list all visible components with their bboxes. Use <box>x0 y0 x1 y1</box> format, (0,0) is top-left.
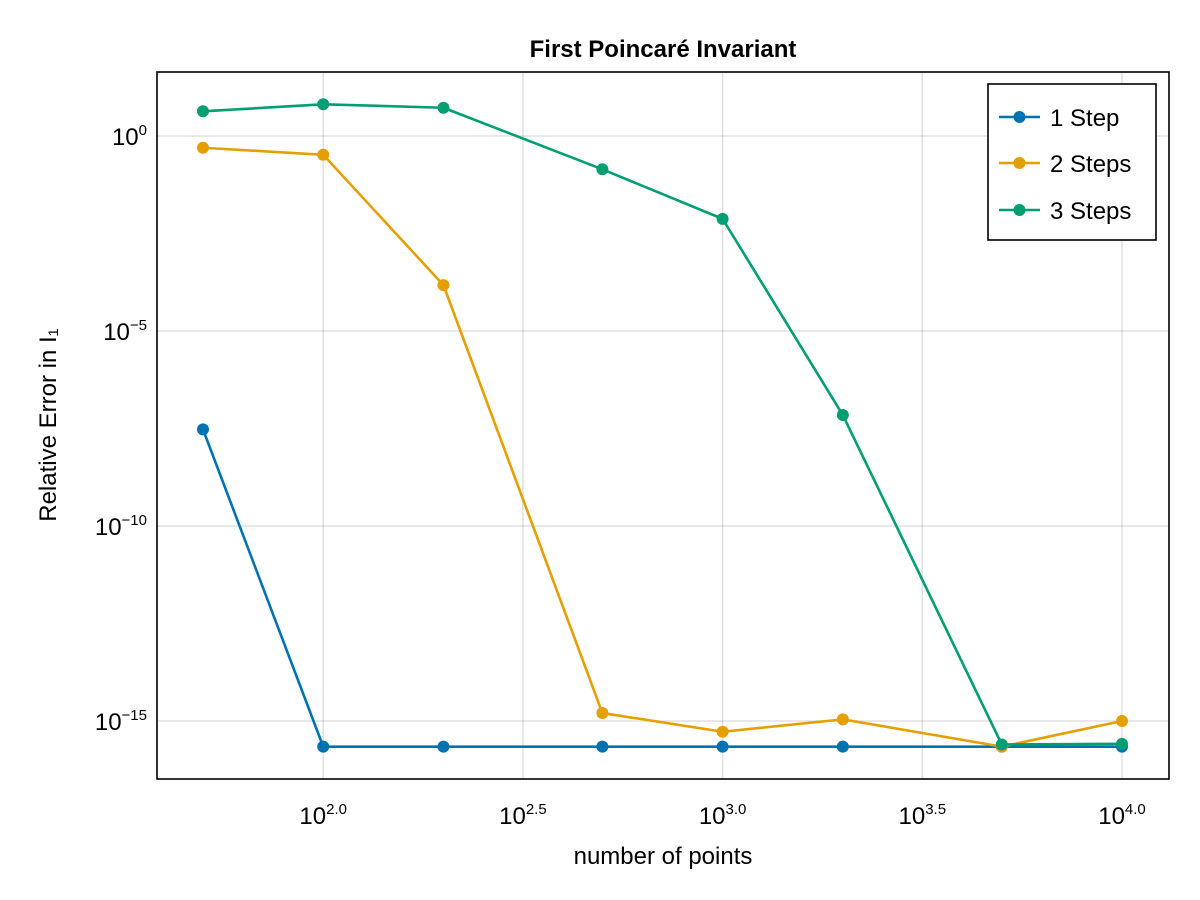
y-axis-label: Relative Error in I₁ <box>35 328 62 522</box>
data-point <box>596 163 609 176</box>
data-point <box>196 105 209 118</box>
plot-frame <box>156 71 1170 780</box>
data-point <box>317 740 330 753</box>
x-axis-ticks: 102.0 102.5 103.0 103.5 104.0 <box>299 801 1145 830</box>
legend-swatch-marker <box>1013 157 1026 169</box>
data-point <box>716 212 729 225</box>
data-point <box>1116 737 1128 750</box>
y-tick-label: 10−5 <box>103 317 147 346</box>
data-point <box>437 740 450 753</box>
x-tick-label: 102.5 <box>499 801 547 830</box>
data-point <box>317 98 330 111</box>
data-point <box>716 725 729 738</box>
data-point <box>596 707 609 720</box>
x-tick-label: 103.0 <box>699 801 747 830</box>
legend-label: 3 Steps <box>1050 198 1131 225</box>
y-axis-ticks: 100 10−5 10−10 10−15 <box>95 122 147 736</box>
x-tick-label: 104.0 <box>1098 801 1146 830</box>
x-tick-label: 103.5 <box>899 801 947 830</box>
data-point <box>836 713 849 726</box>
data-point <box>196 423 209 436</box>
series-1 <box>196 423 1128 753</box>
data-point <box>836 740 849 753</box>
legend-item: 3 Steps <box>999 198 1131 225</box>
legend-item: 1 Step <box>999 105 1119 132</box>
data-point <box>317 148 330 161</box>
series-line <box>202 102 1123 746</box>
x-axis-label: number of points <box>574 843 753 870</box>
y-tick-label: 100 <box>112 122 147 151</box>
legend-swatch-marker <box>1013 204 1026 216</box>
data-point <box>437 279 450 292</box>
legend-item: 2 Steps <box>999 151 1131 178</box>
series-2 <box>196 141 1128 753</box>
plot-series <box>196 98 1128 753</box>
series-3 <box>196 98 1128 751</box>
series-line <box>201 428 1122 748</box>
grid <box>157 72 1169 779</box>
legend-swatch-marker <box>1013 111 1026 123</box>
data-point <box>716 740 729 753</box>
chart-title: First Poincaré Invariant <box>530 36 797 63</box>
y-tick-label: 10−15 <box>95 707 147 736</box>
y-tick-label: 10−10 <box>95 512 147 541</box>
data-point <box>596 740 609 753</box>
data-point <box>995 738 1008 751</box>
legend: 1 Step 2 Steps 3 Steps <box>987 83 1157 241</box>
data-point <box>1116 715 1128 727</box>
legend-label: 1 Step <box>1050 105 1119 132</box>
data-point <box>437 101 450 114</box>
series-line <box>202 146 1123 748</box>
legend-label: 2 Steps <box>1050 151 1131 178</box>
data-point <box>836 409 849 422</box>
x-tick-label: 102.0 <box>299 801 347 830</box>
data-point <box>196 141 209 154</box>
